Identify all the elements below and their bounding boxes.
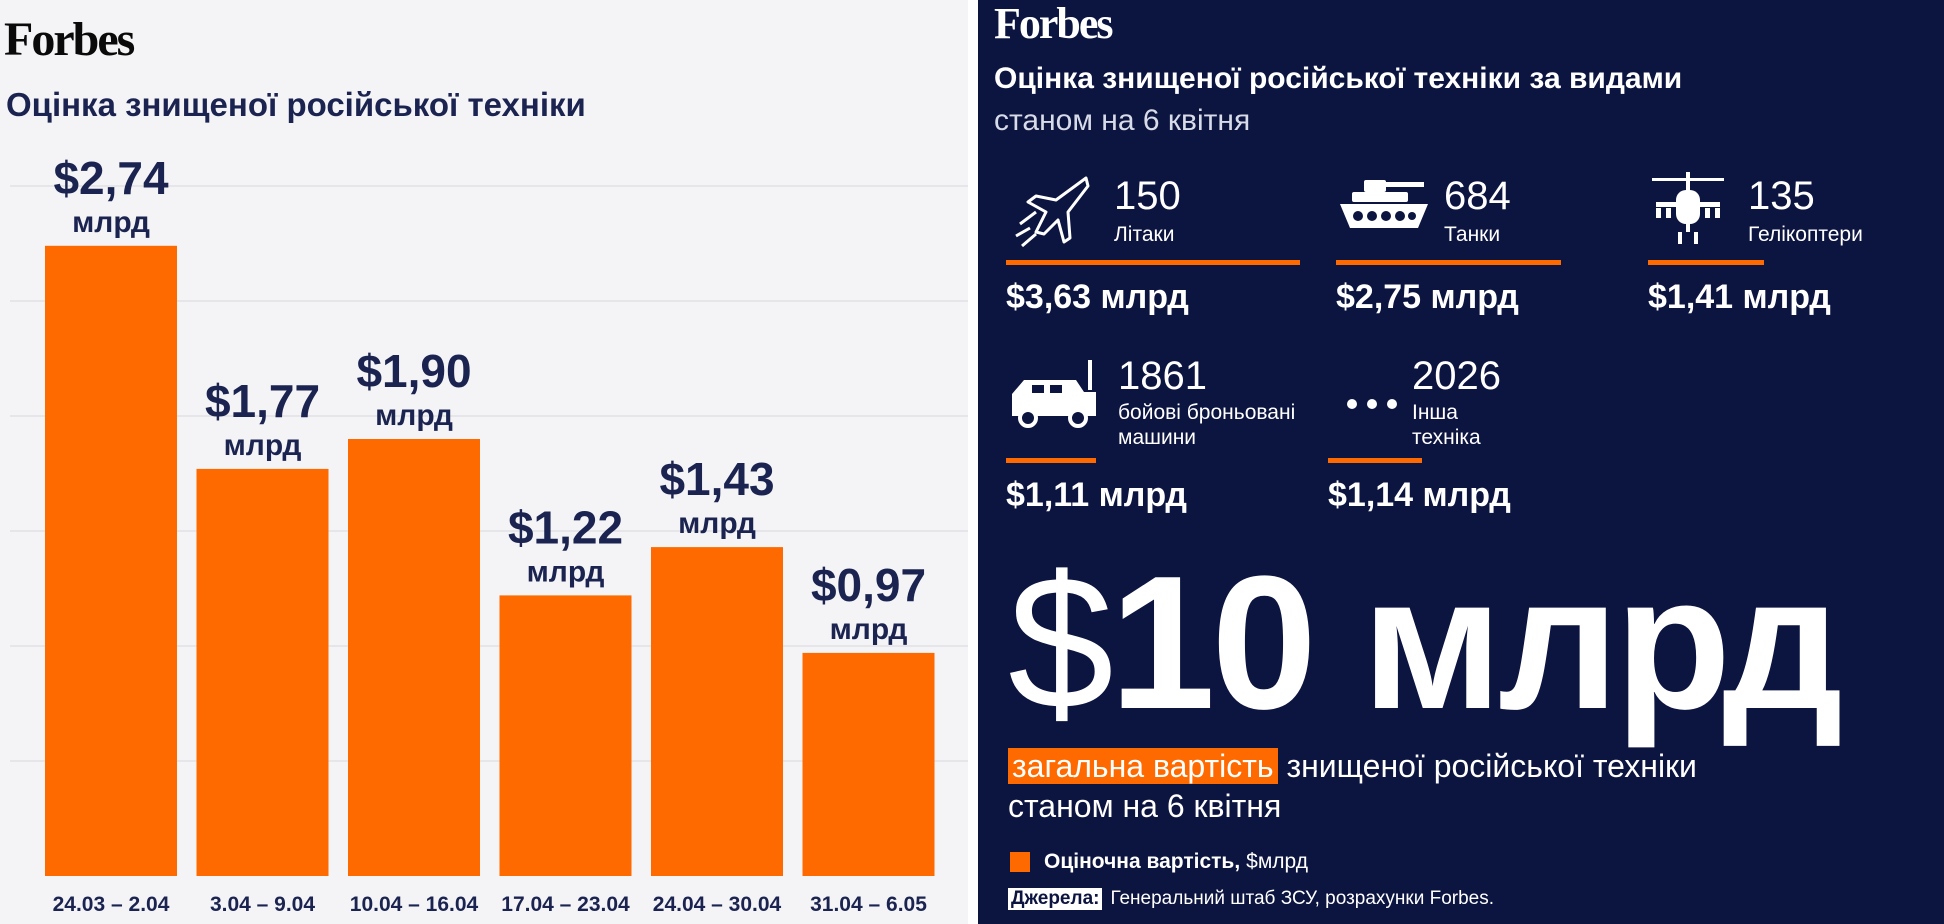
category-other: 2026 Інша техніка $1,14 млрд bbox=[1328, 354, 1628, 524]
right-title: Оцінка знищеної російської техніки за ви… bbox=[994, 62, 1683, 95]
forbes-logo-right: Forbes bbox=[994, 0, 1114, 48]
planes-cost-line bbox=[1006, 260, 1300, 265]
other-label-line1: Інша bbox=[1412, 401, 1458, 424]
other-count: 2026 bbox=[1412, 354, 1501, 398]
helicopters-count: 135 bbox=[1748, 174, 1815, 218]
plane-icon bbox=[1015, 176, 1090, 248]
bar-unit-label: млрд bbox=[527, 555, 605, 588]
helicopters-value: $1,41 млрд bbox=[1648, 278, 1831, 316]
bar bbox=[651, 547, 783, 876]
bar bbox=[196, 468, 329, 876]
bar-value-label: $1,90 bbox=[356, 345, 471, 397]
armored-count: 1861 bbox=[1118, 354, 1207, 398]
right-panel: Forbes Оцінка знищеної російської технік… bbox=[978, 0, 1944, 924]
dots-icon bbox=[1347, 399, 1397, 409]
bar-unit-label: млрд bbox=[830, 613, 908, 646]
bar-value-label: $2,74 bbox=[53, 152, 169, 204]
bar-value-label: $0,97 bbox=[811, 559, 926, 611]
bar bbox=[802, 652, 935, 876]
tanks-count: 684 bbox=[1444, 174, 1511, 218]
x-tick-label: 24.03 – 2.04 bbox=[53, 893, 170, 916]
total-number: 10 bbox=[1109, 537, 1317, 749]
chart-title: Оцінка знищеної російської техніки bbox=[6, 86, 586, 123]
helicopter-icon bbox=[1652, 172, 1724, 244]
legend-rest: $млрд bbox=[1246, 850, 1308, 873]
forbes-logo: Forbes bbox=[4, 13, 135, 66]
helicopters-label: Гелікоптери bbox=[1748, 223, 1863, 246]
planes-count: 150 bbox=[1114, 174, 1181, 218]
bar-unit-label: млрд bbox=[678, 507, 756, 540]
bar-unit-label: млрд bbox=[72, 206, 150, 239]
tanks-cost-line bbox=[1336, 260, 1561, 265]
total-highlight: загальна вартість bbox=[1008, 748, 1278, 784]
armored-cost-line bbox=[1006, 458, 1096, 463]
bar bbox=[348, 439, 480, 876]
armored-vehicle-icon bbox=[1012, 360, 1096, 428]
tanks-value: $2,75 млрд bbox=[1336, 278, 1519, 316]
legend-swatch bbox=[1010, 852, 1030, 872]
source-note: Джерела: Генеральний штаб ЗСУ, розрахунк… bbox=[1008, 888, 1494, 910]
bar bbox=[499, 595, 632, 876]
bar bbox=[45, 245, 177, 877]
category-helicopters: 135 Гелікоптери $1,41 млрд bbox=[1648, 168, 1938, 328]
tank-icon bbox=[1340, 180, 1428, 228]
x-tick-label: 3.04 – 9.04 bbox=[210, 893, 315, 916]
category-tanks: 684 Танки $2,75 млрд bbox=[1336, 168, 1616, 328]
bar-unit-label: млрд bbox=[375, 399, 453, 432]
other-cost-line bbox=[1328, 458, 1422, 463]
planes-value: $3,63 млрд bbox=[1006, 278, 1189, 316]
other-value: $1,14 млрд bbox=[1328, 476, 1511, 514]
bar-value-label: $1,22 bbox=[508, 501, 623, 553]
total-dollar: $ bbox=[1008, 537, 1114, 749]
category-planes: 150 Літаки $3,63 млрд bbox=[1006, 168, 1306, 328]
bar-value-label: $1,43 bbox=[659, 453, 774, 505]
helicopters-cost-line bbox=[1648, 260, 1764, 265]
x-tick-label: 24.04 – 30.04 bbox=[653, 893, 782, 916]
other-label-line2: техніка bbox=[1412, 426, 1481, 449]
right-subtitle: станом на 6 квітня bbox=[994, 104, 1251, 137]
total-desc-line2: станом на 6 квітня bbox=[1008, 788, 1282, 824]
total-unit: млрд bbox=[1361, 537, 1843, 749]
category-armored-vehicles: 1861 бойові броньовані машини $1,11 млрд bbox=[1006, 354, 1326, 524]
legend: Оціночна вартість, $млрд bbox=[1010, 850, 1308, 874]
total-description: загальна вартість знищеної російської те… bbox=[1008, 746, 1908, 826]
legend-bold: Оціночна вартість, bbox=[1044, 850, 1241, 873]
armored-label-line2: машини bbox=[1118, 426, 1197, 449]
left-panel: Forbes Оцінка знищеної російської технік… bbox=[0, 0, 968, 924]
source-text: Генеральний штаб ЗСУ, розрахунки Forbes. bbox=[1110, 888, 1495, 909]
total-desc-rest: знищеної російської техніки bbox=[1286, 748, 1697, 784]
x-tick-label: 17.04 – 23.04 bbox=[501, 893, 630, 916]
bar-unit-label: млрд bbox=[224, 429, 302, 462]
armored-label-line1: бойові броньовані bbox=[1118, 401, 1296, 424]
armored-value: $1,11 млрд bbox=[1006, 476, 1187, 514]
bar-value-label: $1,77 bbox=[205, 375, 320, 427]
total-amount: $10 млрд bbox=[1008, 548, 1843, 738]
planes-label: Літаки bbox=[1114, 223, 1175, 246]
x-tick-label: 10.04 – 16.04 bbox=[350, 893, 479, 916]
source-tag: Джерела: bbox=[1008, 888, 1103, 910]
tanks-label: Танки bbox=[1444, 223, 1501, 246]
x-tick-label: 31.04 – 6.05 bbox=[810, 893, 927, 916]
